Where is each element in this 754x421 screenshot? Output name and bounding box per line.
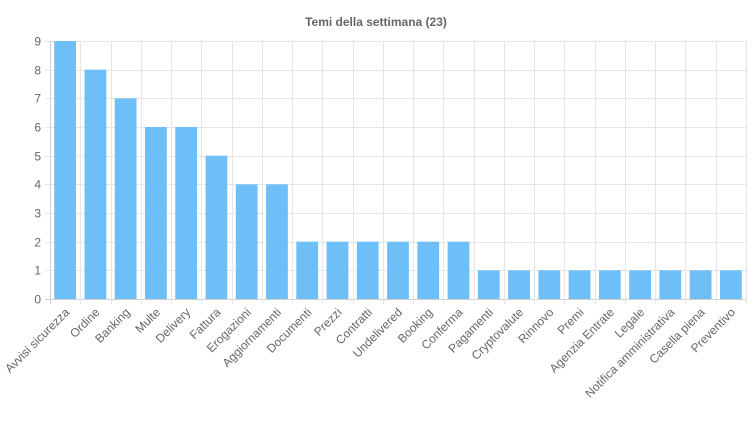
x-tick-label: Avvisi sicurezza [2,305,72,375]
y-tick-label: 2 [34,236,41,250]
bar [326,241,349,299]
bar [175,127,198,299]
bar [447,241,470,299]
y-tick-label: 6 [34,121,41,135]
bar [689,270,712,299]
bars [54,41,742,300]
y-tick-label: 4 [34,178,41,192]
bar [266,184,288,299]
bar [54,41,77,299]
bar [719,270,742,299]
bar [629,270,651,299]
y-tick-label: 8 [34,64,41,78]
bar [477,270,500,299]
y-tick-label: 3 [34,207,41,221]
y-tick-label: 5 [34,150,41,164]
bar [659,270,682,299]
bar [568,270,591,299]
y-tick-label: 7 [34,92,41,106]
y-tick-label: 0 [34,293,41,307]
bar [145,127,167,299]
bar [114,98,137,299]
y-tick-label: 9 [34,35,41,49]
bar [205,155,228,299]
bar [296,241,319,299]
bar [387,241,409,299]
chart-title: Temi della settimana (23) [305,15,447,29]
bar [508,270,530,299]
bar [235,184,258,299]
bar [598,270,621,299]
bar [417,241,440,299]
bar [538,270,561,299]
y-axis: 0 1 2 3 4 5 6 7 8 9 [34,35,41,307]
bar [356,241,379,299]
bar [84,69,107,300]
y-tick-label: 1 [34,264,41,278]
